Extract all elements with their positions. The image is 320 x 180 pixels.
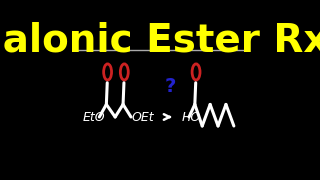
Text: EtO: EtO <box>83 111 105 123</box>
Text: OEt: OEt <box>132 111 155 123</box>
Text: ?: ? <box>164 77 176 96</box>
Text: Malonic Ester Rxn: Malonic Ester Rxn <box>0 22 320 60</box>
Text: HO: HO <box>182 111 201 123</box>
